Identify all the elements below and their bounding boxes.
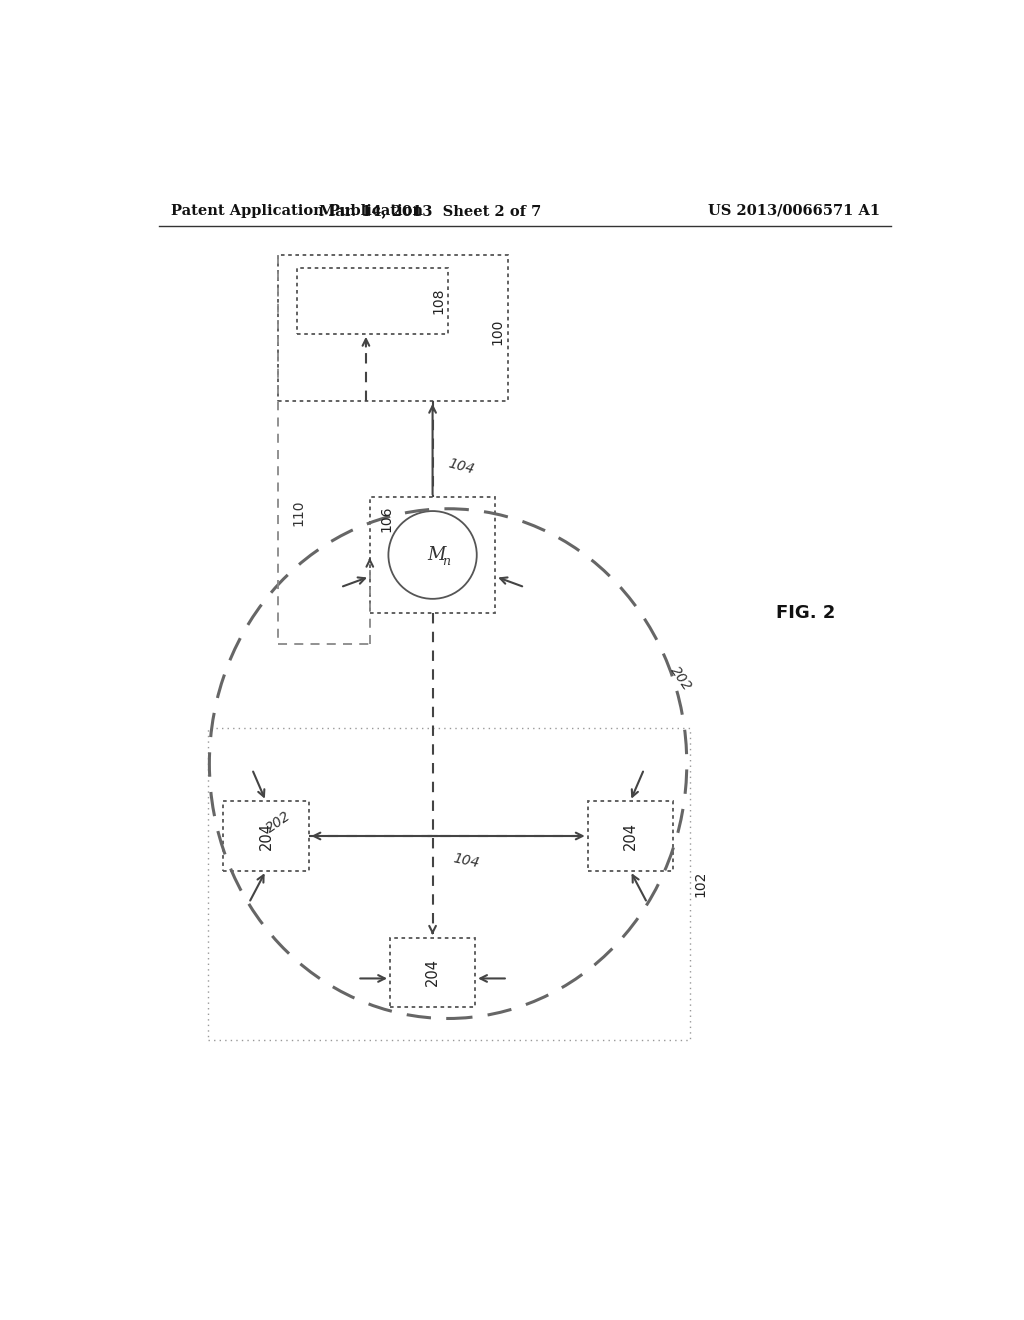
Text: 100: 100 — [490, 318, 505, 345]
Bar — [208, 729, 690, 1040]
Text: Patent Application Publication: Patent Application Publication — [171, 203, 423, 218]
Text: 202: 202 — [668, 664, 694, 693]
Bar — [588, 801, 673, 871]
Text: FIG. 2: FIG. 2 — [776, 603, 836, 622]
Text: 104: 104 — [446, 457, 476, 477]
Bar — [278, 255, 508, 401]
Text: 108: 108 — [432, 288, 445, 314]
Bar — [370, 498, 496, 612]
Text: 104: 104 — [452, 851, 481, 870]
Text: 202: 202 — [263, 808, 294, 836]
Text: 204: 204 — [425, 958, 440, 986]
Text: n: n — [441, 554, 450, 568]
Text: 106: 106 — [380, 506, 394, 532]
Bar — [223, 801, 308, 871]
Text: Mar. 14, 2013  Sheet 2 of 7: Mar. 14, 2013 Sheet 2 of 7 — [319, 203, 542, 218]
Text: 110: 110 — [292, 499, 305, 525]
Bar — [297, 268, 449, 334]
Text: US 2013/0066571 A1: US 2013/0066571 A1 — [708, 203, 880, 218]
Text: 102: 102 — [693, 871, 708, 898]
Text: M: M — [427, 546, 445, 564]
Text: 204: 204 — [258, 822, 273, 850]
Text: 204: 204 — [623, 822, 638, 850]
Bar — [390, 937, 475, 1007]
